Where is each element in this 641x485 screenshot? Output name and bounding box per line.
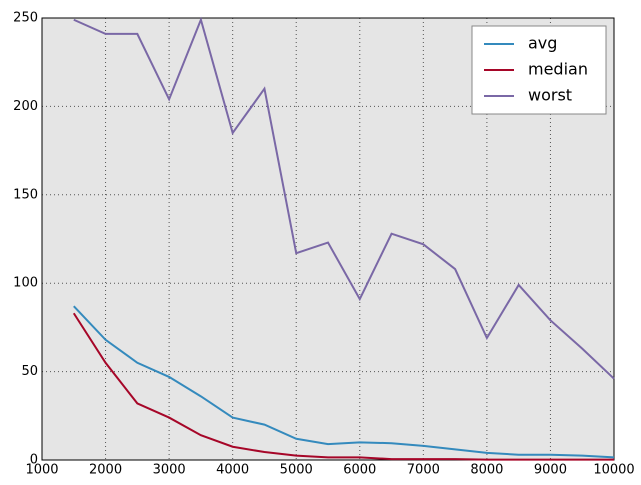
legend: avg median worst (471, 25, 607, 115)
y-tick-label: 250 (13, 11, 38, 26)
x-tick-label: 1000 (25, 463, 58, 478)
line-series (73, 16, 615, 380)
x-tick-label: 7000 (407, 463, 440, 478)
y-tick-label: 0 (30, 453, 38, 468)
y-tick-label: 200 (13, 99, 38, 114)
x-tick-label: 10000 (593, 463, 634, 478)
x-tick-label: 8000 (470, 463, 503, 478)
x-tick-label: 4000 (216, 463, 249, 478)
line-series (72, 312, 614, 461)
x-tick-label: 2000 (89, 463, 122, 478)
legend-label: worst (528, 86, 572, 105)
y-tick-label: 50 (21, 364, 38, 379)
y-tick-label: 100 (13, 276, 38, 291)
legend-label: median (528, 60, 588, 79)
plot-border (41, 17, 615, 461)
x-tick-label: 6000 (343, 463, 376, 478)
line-series (73, 305, 615, 459)
x-tick-label: 9000 (534, 463, 567, 478)
y-tick-label: 150 (13, 187, 38, 202)
legend-label: avg (528, 34, 557, 53)
x-tick-label: 5000 (280, 463, 313, 478)
x-tick-label: 3000 (153, 463, 186, 478)
